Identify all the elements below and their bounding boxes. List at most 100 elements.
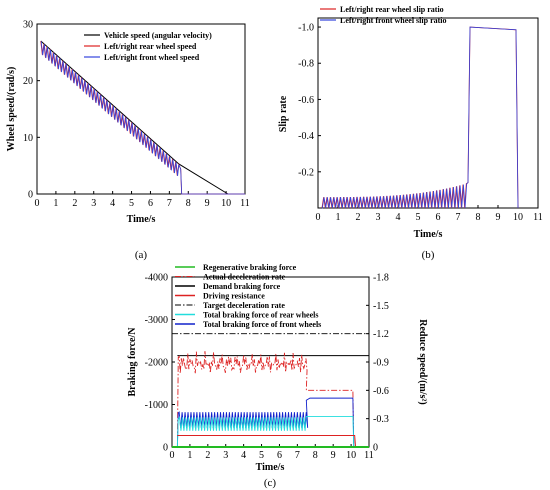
panel-c-y-tick-label: 0: [163, 443, 168, 454]
panel-c-x-tick-label: 3: [223, 450, 228, 461]
panel-b-x-ticks: 0 1 2 3 4 5 6 7 8 9 10 11: [316, 205, 543, 223]
panel-b-x-tick-label: 9: [496, 212, 501, 223]
panel-c-legend-label: Driving resistance: [203, 292, 265, 301]
panel-c-y-axis-title: Braking force/N: [127, 327, 138, 397]
panel-b-y-tick-label: -1.0: [298, 23, 314, 34]
panel-c-y2-tick-label: 0: [373, 443, 378, 454]
panel-c-x-tick-label: 1: [187, 450, 192, 461]
panel-b-series-front-slip: [322, 26, 519, 209]
panel-c-y-ticks: 0 -1000 -2000 -3000 -4000: [145, 273, 175, 454]
panel-b-x-tick-label: 2: [356, 212, 361, 223]
panel-b-x-tick-label: 3: [376, 212, 381, 223]
panel-c-x-ticks: 0 1 2 3 4 5 6 7 8 9 10 11: [170, 444, 374, 461]
panel-a-legend-label: Vehicle speed (angular velocity): [104, 31, 212, 40]
panel-c-y-tick-label: -3000: [145, 315, 168, 326]
panel-a-x-tick-label: 9: [205, 198, 210, 209]
panel-b-x-axis-title: Time/s: [414, 229, 443, 240]
panel-b-plot-frame: [317, 17, 539, 209]
panel-b-caption: (b): [422, 249, 435, 261]
panel-c-caption: (c): [264, 477, 277, 489]
panel-c-y2-axis-title: Reduce speed/(m/s²): [417, 319, 428, 405]
panel-b-x-tick-label: 0: [316, 212, 321, 223]
panel-a-x-tick-label: 11: [240, 198, 250, 209]
panel-b-y-tick-label: -0.2: [298, 167, 314, 178]
panel-c-series-rear-force: [176, 415, 355, 448]
panel-a-y-tick-label: 20: [23, 76, 33, 87]
panel-c-y2-tick-label: -1.8: [373, 273, 389, 284]
panel-b-series-rear-slip: [321, 26, 519, 209]
panel-b-x-tick-label: 1: [336, 212, 341, 223]
panel-a-legend-label: Left/right front wheel speed: [104, 53, 200, 62]
panel-c-x-axis-title: Time/s: [256, 462, 285, 473]
panel-c-legend-label: Total braking force of rear wheels: [203, 311, 318, 320]
panel-a-x-tick-label: 6: [148, 198, 153, 209]
panel-a-x-tick-label: 8: [186, 198, 191, 209]
panel-a-x-tick-label: 10: [221, 198, 231, 209]
panel-a-series: [40, 40, 245, 195]
panel-b-slip-rate: 0 1 2 3 4 5 6 7 8 9 10 11 -0.2 -0.4 -0.6 -0.8 -1.0 Time…: [278, 5, 543, 261]
panel-b-x-tick-label: 5: [416, 212, 421, 223]
panel-c-legend-label: Demand braking force: [203, 282, 281, 291]
panel-b-x-tick-label: 11: [533, 212, 543, 223]
panel-a-wheel-speed: 0 1 2 3 4 5 6 7 8 9 10 11 0 10 20 30 Time/s Wheel spee…: [6, 20, 250, 262]
panel-b-x-tick-label: 7: [456, 212, 461, 223]
panel-a-x-tick-label: 1: [53, 198, 58, 209]
panel-a-legend: Vehicle speed (angular velocity) Left/rig…: [84, 31, 212, 62]
panel-b-legend-label: Left/right front wheel slip ratio: [340, 16, 447, 25]
panel-c-y2-tick-label: -0.6: [373, 386, 389, 397]
panel-c-legend-label: Target deceleration rate: [203, 301, 285, 310]
panel-c-x-tick-label: 8: [313, 450, 318, 461]
panel-b-x-tick-label: 10: [513, 212, 523, 223]
panel-c-series: [172, 333, 369, 448]
panel-a-x-tick-label: 5: [129, 198, 134, 209]
panel-a-y-ticks: 0 10 20 30: [23, 20, 40, 201]
panel-c-series-actual-decel: [172, 351, 369, 448]
panel-a-legend-label: Left/right rear wheel speed: [104, 42, 197, 51]
panel-c-y-tick-label: -1000: [145, 400, 168, 411]
panel-c-y-tick-label: -4000: [145, 273, 168, 284]
panel-c-y2-tick-label: -1.5: [373, 301, 389, 312]
panel-c-x-tick-label: 6: [277, 450, 282, 461]
panel-c-x-tick-label: 4: [241, 450, 246, 461]
panel-a-y-axis-title: Wheel speed/(rad/s): [6, 67, 17, 152]
panel-c-braking-force: 0 1 2 3 4 5 6 7 8 9 10 11 0 -1000 -2000 -3000 -4000 0 -0…: [127, 263, 428, 489]
panel-c-x-tick-label: 9: [331, 450, 336, 461]
panel-b-y-tick-label: -0.8: [298, 59, 314, 70]
panel-c-x-tick-label: 5: [259, 450, 264, 461]
panel-c-x-tick-label: 11: [364, 450, 374, 461]
panel-c-legend-label: Regenerative braking force: [203, 263, 297, 272]
panel-b-legend: Left/right rear wheel slip ratio Left/rig…: [320, 5, 447, 25]
panel-c-y2-ticks: 0 -0.3 -0.6 -0.9 -1.2 -1.5 -1.8: [366, 273, 389, 454]
panel-b-x-tick-label: 6: [436, 212, 441, 223]
panel-c-y2-tick-label: -0.9: [373, 358, 389, 369]
panel-c-y-tick-label: -2000: [145, 358, 168, 369]
panel-c-y2-tick-label: -1.2: [373, 329, 389, 340]
panel-a-series-rear-wheel-speed: [40, 40, 245, 195]
panel-c-x-tick-label: 7: [295, 450, 300, 461]
panel-a-series-front-wheel-speed: [40, 41, 245, 195]
panel-a-x-ticks: 0 1 2 3 4 5 6 7 8 9 10 11: [35, 191, 250, 209]
panel-c-legend-label: Total braking force of front wheels: [203, 320, 321, 329]
panel-c-x-tick-label: 0: [170, 450, 175, 461]
panel-b-x-tick-label: 4: [396, 212, 401, 223]
panel-c-y2-tick-label: -0.3: [373, 414, 389, 425]
panel-b-series: [321, 26, 519, 209]
panel-b-legend-label: Left/right rear wheel slip ratio: [340, 5, 444, 14]
panel-a-x-tick-label: 3: [91, 198, 96, 209]
panel-a-x-tick-label: 4: [110, 198, 115, 209]
panel-a-x-axis-title: Time/s: [127, 214, 156, 225]
panel-b-y-tick-label: -0.4: [298, 131, 314, 142]
panel-c-x-tick-label: 10: [346, 450, 356, 461]
panel-c-series-driving-resistance: [177, 435, 357, 448]
panel-a-y-tick-label: 10: [23, 133, 33, 144]
panel-a-x-tick-label: 2: [72, 198, 77, 209]
panel-a-caption: (a): [135, 249, 148, 261]
panel-b-y-axis-title: Slip rate: [278, 95, 289, 132]
panel-c-legend-label: Actual deceleration rate: [203, 273, 286, 282]
panel-a-plot-frame: [36, 23, 246, 195]
panel-a-y-tick-label: 30: [23, 20, 33, 31]
panel-a-y-tick-label: 0: [28, 190, 33, 201]
panel-c-x-tick-label: 2: [205, 450, 210, 461]
